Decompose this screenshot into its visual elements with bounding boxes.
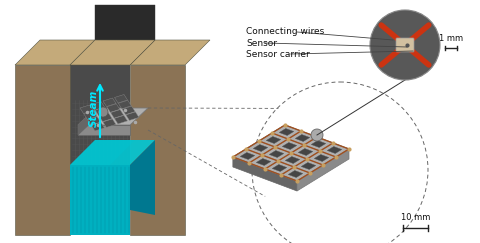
Text: Sensor: Sensor <box>246 38 277 47</box>
Polygon shape <box>288 171 303 177</box>
Polygon shape <box>87 117 101 125</box>
Polygon shape <box>78 125 130 135</box>
Polygon shape <box>240 153 255 159</box>
Polygon shape <box>311 140 326 148</box>
Polygon shape <box>295 134 310 141</box>
Text: Sensor carrier: Sensor carrier <box>246 50 310 59</box>
Polygon shape <box>103 98 116 106</box>
Polygon shape <box>301 163 316 170</box>
Polygon shape <box>233 125 349 181</box>
Polygon shape <box>95 40 155 65</box>
Text: 1 mm: 1 mm <box>439 34 463 43</box>
Polygon shape <box>96 107 108 116</box>
Polygon shape <box>114 115 127 124</box>
FancyBboxPatch shape <box>396 38 414 52</box>
Polygon shape <box>107 104 120 112</box>
Polygon shape <box>92 102 105 110</box>
Polygon shape <box>253 145 268 151</box>
Polygon shape <box>269 150 284 157</box>
Polygon shape <box>95 5 155 40</box>
Polygon shape <box>15 40 95 65</box>
Polygon shape <box>70 140 155 165</box>
Polygon shape <box>279 129 294 136</box>
Circle shape <box>311 129 323 141</box>
Polygon shape <box>233 157 297 191</box>
Polygon shape <box>80 105 93 113</box>
Polygon shape <box>15 65 70 235</box>
Polygon shape <box>314 155 329 162</box>
Polygon shape <box>297 149 349 191</box>
Text: Connecting wires: Connecting wires <box>246 27 324 36</box>
Polygon shape <box>70 65 130 235</box>
Polygon shape <box>115 95 128 103</box>
Polygon shape <box>78 108 96 135</box>
Polygon shape <box>91 122 105 131</box>
Polygon shape <box>272 165 287 172</box>
Polygon shape <box>282 142 297 149</box>
Polygon shape <box>327 147 342 154</box>
Polygon shape <box>298 148 313 156</box>
Polygon shape <box>285 156 300 164</box>
Polygon shape <box>122 106 135 115</box>
Polygon shape <box>118 100 132 109</box>
Polygon shape <box>78 108 148 125</box>
Polygon shape <box>99 113 112 122</box>
Polygon shape <box>130 140 155 215</box>
Text: 10 mm: 10 mm <box>401 213 430 222</box>
Polygon shape <box>126 112 139 120</box>
Polygon shape <box>130 40 210 65</box>
Polygon shape <box>266 137 281 144</box>
Polygon shape <box>70 40 155 65</box>
Polygon shape <box>84 111 97 119</box>
Polygon shape <box>233 125 285 167</box>
Polygon shape <box>70 140 135 165</box>
Polygon shape <box>110 110 124 118</box>
Circle shape <box>370 10 440 80</box>
Circle shape <box>98 107 108 117</box>
Polygon shape <box>70 165 130 235</box>
Polygon shape <box>130 65 185 235</box>
Polygon shape <box>103 119 116 127</box>
Text: Steam: Steam <box>89 89 99 127</box>
Polygon shape <box>256 158 271 165</box>
